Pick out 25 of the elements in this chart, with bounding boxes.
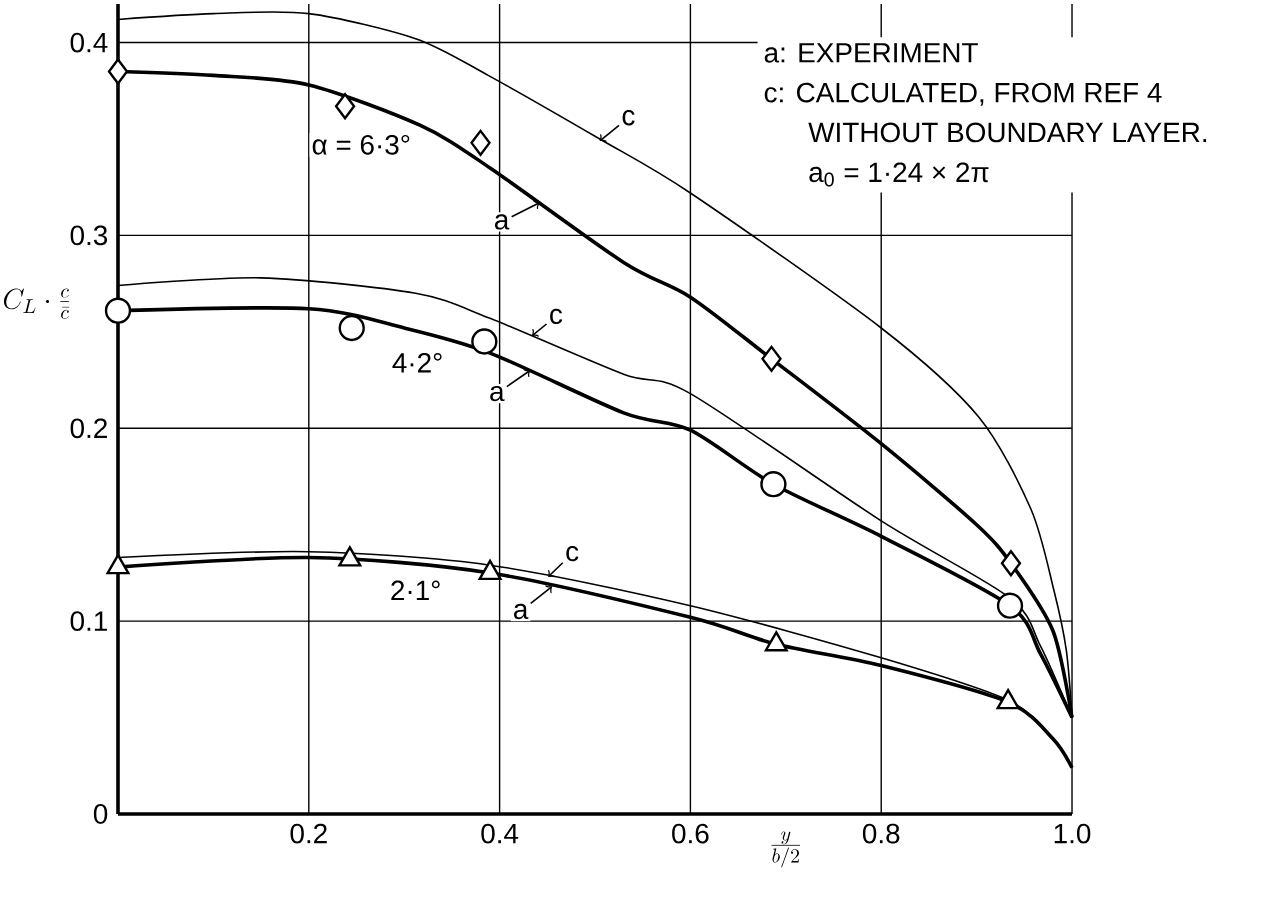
y-tick-label: 0.1 — [70, 611, 107, 632]
x-axis-title: $\frac{y}{b/2}$ — [771, 831, 801, 868]
annotation: a: EXPERIMENT — [764, 43, 978, 63]
annotation: 2·1° — [391, 580, 440, 601]
y-axis-title: $C_{L}\cdot\frac{c}{\bar{c}}$ — [3, 288, 70, 319]
annotation: a$_{0}$ = 1·24 × 2π — [809, 162, 989, 187]
y-tick-label: 0 — [93, 804, 108, 824]
y-tick-label: 0.3 — [70, 225, 108, 246]
annotation: c: CALCULATED, FROM REF 4 — [764, 82, 1162, 106]
x-tick-label: 0.4 — [481, 823, 519, 844]
annotation: a — [514, 603, 529, 620]
annotation: WITHOUT BOUNDARY LAYER. — [808, 122, 1207, 143]
annotation: a — [494, 214, 510, 230]
annotation: α = 6·3° — [312, 134, 410, 155]
y-tick-label: 0.2 — [70, 418, 107, 439]
annotation: c — [622, 110, 635, 126]
annotation: 4·2° — [392, 352, 442, 373]
annotation: c — [550, 308, 563, 325]
x-tick-label: 0.6 — [672, 823, 709, 844]
x-tick-label: 0.2 — [290, 823, 327, 844]
x-tick-label: 0.8 — [862, 823, 900, 844]
annotation: a — [490, 385, 505, 402]
annotation: c — [566, 545, 579, 562]
y-tick-label: 0.4 — [70, 32, 108, 53]
x-tick-label: 1.0 — [1054, 823, 1091, 844]
